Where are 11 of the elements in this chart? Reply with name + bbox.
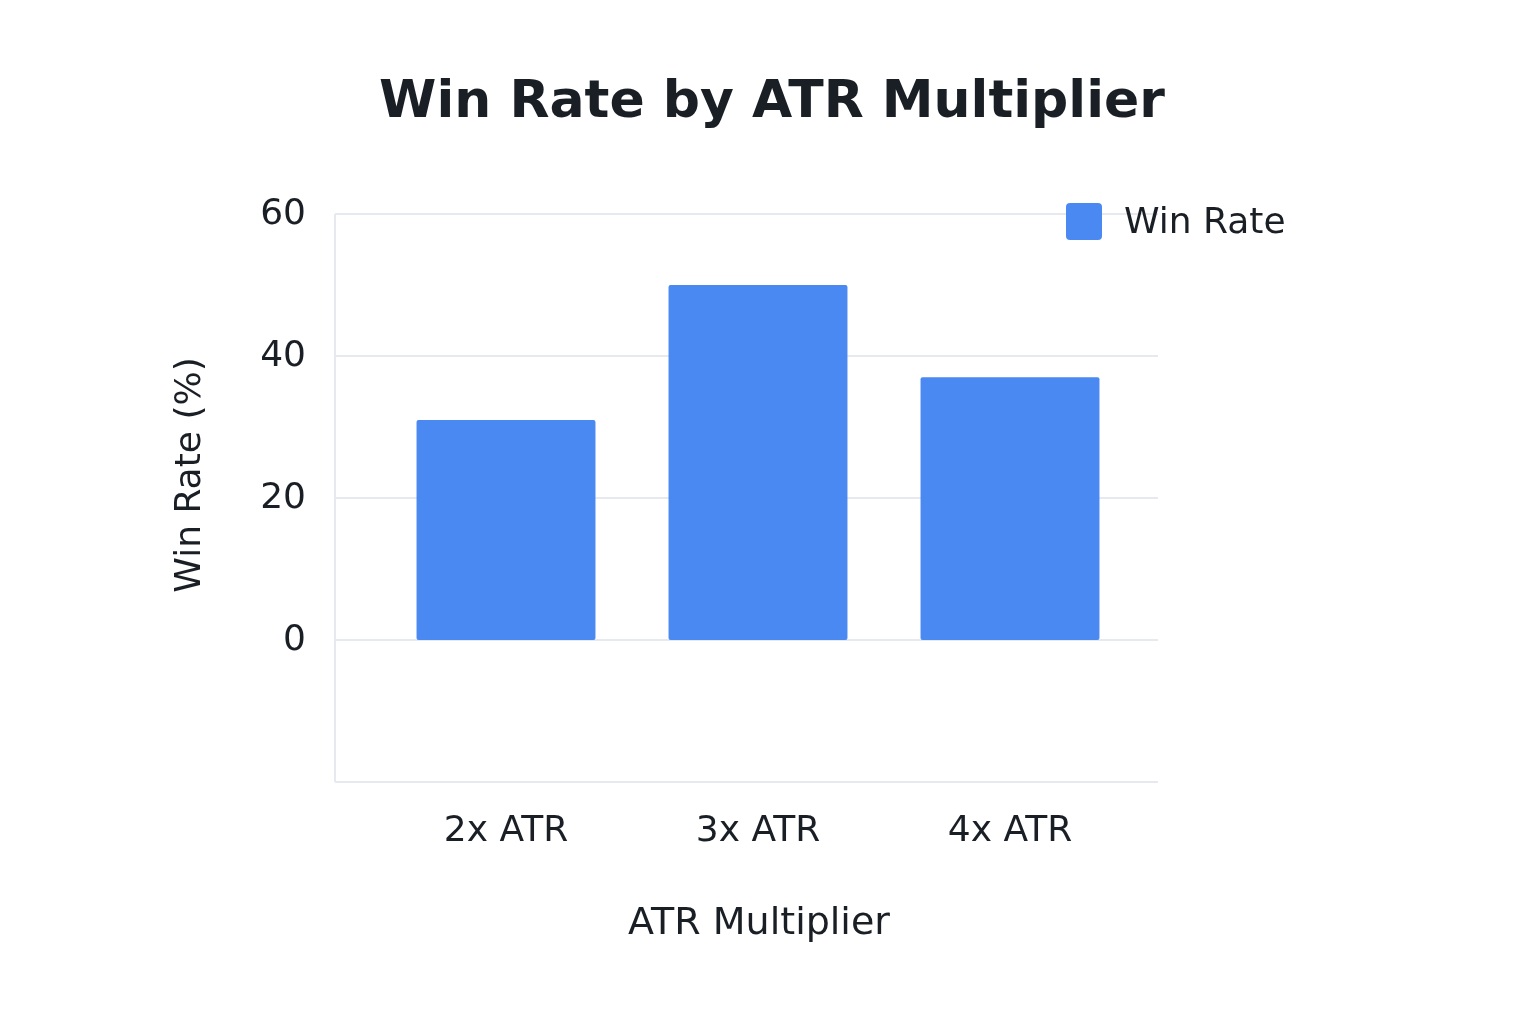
- y-tick-label: 0: [283, 617, 306, 658]
- y-tick-label: 40: [260, 333, 306, 374]
- x-tick-label: 2x ATR: [443, 808, 569, 849]
- chart-title: Win Rate by ATR Multiplier: [379, 69, 1166, 129]
- y-axis-title: Win Rate (%): [167, 357, 208, 593]
- y-tick-label: 20: [260, 475, 306, 516]
- x-axis-title: ATR Multiplier: [628, 898, 891, 943]
- x-tick-label: 4x ATR: [947, 808, 1073, 849]
- legend-label: Win Rate: [1124, 200, 1286, 241]
- y-tick-label: 60: [260, 191, 306, 232]
- x-tick-label: 3x ATR: [695, 808, 821, 849]
